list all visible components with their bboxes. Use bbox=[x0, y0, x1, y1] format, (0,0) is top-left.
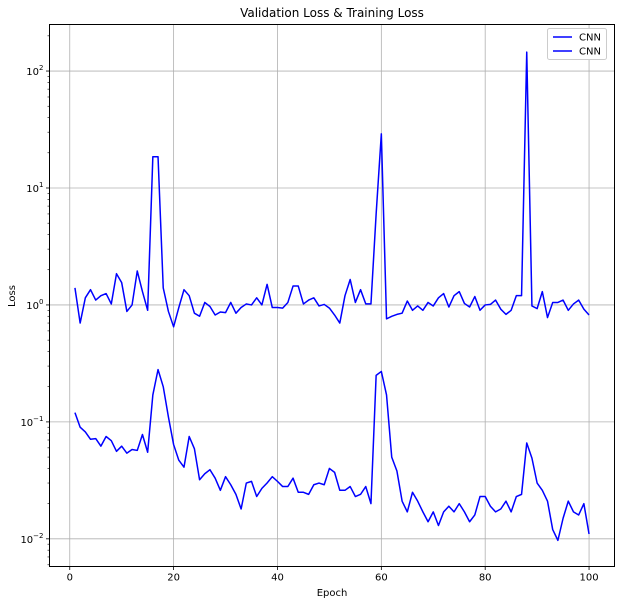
legend: CNN CNN bbox=[547, 28, 607, 60]
series-line-1 bbox=[74, 51, 590, 328]
x-tick-label: 0 bbox=[67, 573, 73, 584]
y-axis-label: Loss bbox=[7, 285, 18, 307]
y-tick-label: 10−2 bbox=[20, 532, 43, 546]
x-tick-label: 40 bbox=[271, 573, 284, 584]
chart-title: Validation Loss & Training Loss bbox=[240, 6, 424, 20]
x-tick-label: 60 bbox=[375, 573, 388, 584]
x-tick-label: 20 bbox=[167, 573, 180, 584]
legend-label-2: CNN bbox=[579, 47, 601, 58]
plot-area-border bbox=[49, 24, 615, 567]
grid-lines bbox=[49, 24, 615, 567]
series-line-2 bbox=[74, 368, 590, 542]
y-axis: 10−2 10−1 100 101 102 bbox=[20, 35, 50, 566]
x-axis-label: Epoch bbox=[317, 588, 348, 599]
y-tick-label: 100 bbox=[26, 298, 43, 312]
y-tick-label: 101 bbox=[26, 181, 43, 195]
x-tick-label: 100 bbox=[580, 573, 599, 584]
x-tick-label: 80 bbox=[479, 573, 492, 584]
y-tick-label: 10−1 bbox=[20, 415, 43, 429]
y-tick-label: 102 bbox=[26, 64, 43, 78]
x-axis: 0 20 40 60 80 100 bbox=[67, 566, 599, 584]
series-layer bbox=[74, 51, 590, 542]
legend-label-1: CNN bbox=[579, 33, 601, 44]
